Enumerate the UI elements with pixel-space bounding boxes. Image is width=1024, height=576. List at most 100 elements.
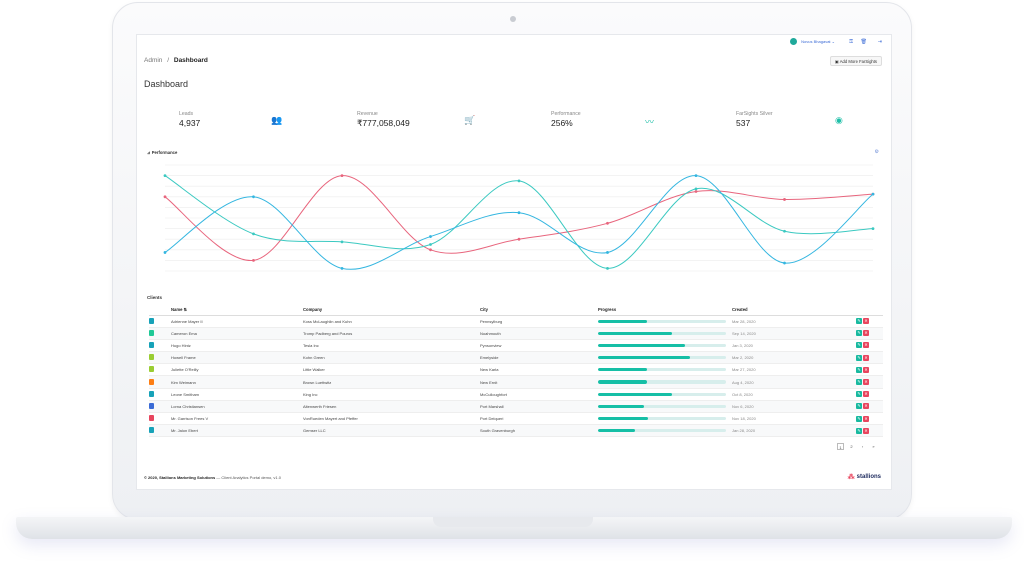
edit-icon[interactable]: ✎ (856, 366, 862, 373)
data-point[interactable] (694, 187, 698, 191)
created-date: Mar 28, 2020 (732, 315, 855, 328)
data-point[interactable] (163, 251, 167, 254)
column-header-progress: Progress (598, 305, 732, 316)
progress-bar (598, 356, 726, 360)
data-point[interactable] (429, 243, 432, 246)
kpi-value: 256% (551, 118, 573, 128)
brand-mark-icon: ⁂ (847, 474, 855, 481)
client-icon (149, 427, 154, 434)
data-point[interactable] (783, 229, 786, 233)
client-name: Hugo Hintz (171, 339, 303, 353)
progress-fill (598, 417, 648, 421)
data-point[interactable] (517, 179, 521, 183)
delete-icon[interactable]: ✕ (863, 403, 869, 410)
edit-icon[interactable]: ✎ (856, 415, 862, 422)
table-row: Lorna Christiansen Altenwerth Friesen Port… (149, 400, 883, 414)
progress-fill (598, 380, 647, 384)
data-point[interactable] (252, 232, 255, 236)
data-point[interactable] (694, 174, 698, 177)
data-point[interactable] (606, 251, 609, 254)
user-menu[interactable]: Novus Bhagavat ⌄ (790, 38, 835, 45)
progress-cell (598, 388, 732, 401)
delete-icon[interactable]: ✕ (863, 366, 869, 373)
created-date: Sep 14, 2020 (732, 327, 855, 340)
delete-icon[interactable]: ✕ (863, 415, 869, 422)
delete-icon[interactable]: ✕ (863, 391, 869, 398)
delete-icon[interactable]: ✕ (863, 379, 869, 386)
kpi-value: ₹777,058,049 (357, 118, 410, 128)
data-point[interactable] (252, 195, 255, 199)
data-point[interactable] (252, 259, 255, 262)
data-point[interactable] (429, 248, 432, 252)
kpi-farsights-silver: FarSights Silver 537 (736, 111, 773, 128)
data-point[interactable] (340, 240, 344, 244)
progress-fill (598, 404, 645, 408)
edit-icon[interactable]: ✎ (856, 391, 862, 398)
delete-icon[interactable]: ✕ (863, 330, 869, 337)
edit-icon[interactable]: ✎ (856, 318, 862, 325)
data-point[interactable] (163, 195, 167, 199)
page-1-button[interactable]: 1 (837, 443, 844, 450)
logout-icon[interactable]: ⇥ (877, 39, 882, 45)
data-point[interactable] (517, 211, 521, 215)
client-city: New Karla (480, 363, 598, 377)
data-point[interactable] (606, 221, 609, 225)
data-point[interactable] (783, 261, 786, 265)
delete-icon[interactable]: ✕ (863, 427, 869, 434)
client-company: VonRueden Mayert and Pfeffer (303, 412, 480, 426)
edit-icon[interactable]: ✎ (856, 342, 862, 349)
data-point[interactable] (871, 192, 875, 196)
actions-cell: ✎ ✕ (855, 327, 883, 340)
created-date: Nov 18, 2020 (732, 412, 855, 426)
data-point[interactable] (163, 174, 167, 177)
data-point[interactable] (340, 266, 344, 270)
client-company: Altenwerth Friesen (303, 400, 480, 414)
client-city: Pennsylburg (480, 315, 598, 328)
data-point[interactable] (429, 235, 432, 238)
chart-title: ⊿ Performance (147, 150, 178, 155)
edit-icon[interactable]: ✎ (856, 354, 862, 361)
actions-cell: ✎ ✕ (855, 315, 883, 328)
actions-cell: ✎ ✕ (855, 375, 883, 389)
delete-icon[interactable]: ✕ (863, 342, 869, 349)
data-point[interactable] (871, 227, 875, 230)
edit-icon[interactable]: ✎ (856, 427, 862, 434)
lock-icon[interactable]: ⚿ (849, 39, 853, 45)
delete-icon[interactable]: ✕ (863, 318, 869, 325)
page-2-button[interactable]: 2 (850, 444, 853, 449)
data-point[interactable] (606, 266, 609, 270)
clients-table: Name ⇅ Company City Progress Created Adr… (149, 305, 883, 438)
client-company: Brown Luettwitz (303, 375, 480, 389)
data-point[interactable] (517, 237, 521, 241)
data-point[interactable] (783, 198, 786, 201)
pagination: 1 2 › » (837, 443, 877, 450)
progress-cell (598, 400, 732, 414)
trend-icon: 〰 (645, 117, 655, 127)
edit-icon[interactable]: ✎ (856, 379, 862, 386)
data-point[interactable] (694, 190, 698, 193)
progress-fill (598, 343, 686, 348)
edit-icon[interactable]: ✎ (856, 403, 862, 410)
kpi-label: FarSights Silver (736, 111, 773, 117)
breadcrumb-root[interactable]: Admin (144, 57, 163, 64)
progress-fill (598, 331, 673, 335)
client-city: Pynsonview (480, 339, 598, 353)
delete-icon[interactable]: ✕ (863, 354, 869, 361)
add-farsights-button[interactable]: ▣ Add More FarSights (829, 56, 882, 66)
client-city: Port Marshall (480, 400, 598, 414)
breadcrumb-current: Dashboard (173, 57, 208, 64)
trash-icon[interactable]: 🗑 (860, 39, 867, 45)
client-name: Adrienne Mayer II (171, 315, 303, 328)
row-icon-cell (149, 388, 171, 401)
gear-icon[interactable]: ⚙ (874, 149, 879, 155)
progress-bar (598, 429, 726, 433)
add-button-label: Add More FarSights (839, 59, 877, 64)
data-point[interactable] (340, 174, 344, 177)
table-row: Leone Smitham King Inc McCulloughfort Oct 8… (149, 388, 883, 401)
last-page-button[interactable]: » (872, 444, 875, 449)
actions-cell: ✎ ✕ (855, 412, 883, 426)
next-page-button[interactable]: › (861, 444, 864, 449)
edit-icon[interactable]: ✎ (856, 330, 862, 337)
column-header-name[interactable]: Name ⇅ (171, 305, 303, 316)
progress-cell (598, 363, 732, 377)
